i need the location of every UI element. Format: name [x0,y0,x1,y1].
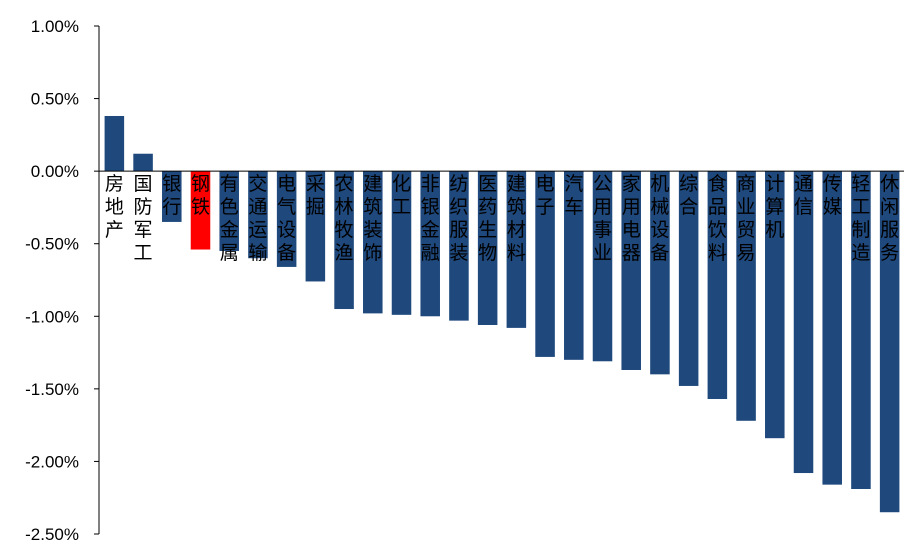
x-category-label: 综合 [679,173,698,218]
bar-14 [477,171,498,325]
x-category-label: 化工 [392,173,411,218]
category-labels: 房地产国防军工银行钢铁有色金属交通运输电气设备采掘农林牧渔建筑装饰化工非银金融纺… [105,173,899,264]
x-category-label: 国防军工 [134,173,153,264]
bar-23 [736,171,756,421]
x-category-label: 通信 [794,173,813,218]
bar-15 [506,171,527,328]
x-category-label: 电子 [536,173,555,218]
x-category-label: 公用事业 [593,173,612,264]
bar-21 [678,171,699,386]
x-category-label: 家用电器 [622,173,641,264]
x-category-label: 非银金融 [421,173,440,264]
x-category-label: 机械设备 [650,173,669,264]
x-category-label: 轻工制造 [851,173,870,264]
x-category-label: 采掘 [306,173,325,218]
y-tick-label: -2.50% [25,525,79,542]
bar-12 [420,171,440,317]
y-axis: 1.00% 0.50% 0.00% -0.50% -1.00% -1.50% -2.00% -… [25,17,100,542]
x-category-label: 医药生物 [478,173,497,264]
x-category-label: 建筑装饰 [363,173,382,264]
bar-4 [190,171,211,250]
bar-7 [276,171,297,267]
bar-22 [707,171,728,400]
x-category-label: 有色金属 [220,173,239,264]
x-category-label: 纺织服装 [449,173,468,264]
bar-17 [564,171,584,360]
x-category-label: 房地产 [105,173,124,241]
y-tick-label: -2.00% [25,452,79,471]
bar-28 [879,171,900,513]
bar-27 [851,171,871,489]
bar-3 [162,171,182,222]
bar-26 [822,171,842,485]
x-category-label: 汽车 [564,173,583,218]
bar-5 [219,171,239,251]
x-category-label: 交通运输 [248,173,267,264]
y-tick-label: -0.50% [25,235,79,254]
bar-9 [334,171,354,310]
bar-2 [133,153,153,172]
bar-8 [305,171,326,282]
y-tick-label: 1.00% [31,17,79,36]
bar-20 [650,171,670,375]
bar-1 [104,115,125,172]
x-category-label: 农林牧渔 [335,173,354,264]
bar-13 [449,171,469,321]
bar-25 [793,171,814,474]
x-category-label: 银行 [162,173,181,218]
y-tick-label: -1.50% [25,380,79,399]
x-category-label: 传媒 [823,173,842,218]
x-category-label: 休闲服务 [880,173,899,264]
bar-16 [535,171,555,357]
x-category-label: 钢铁 [191,173,210,218]
x-category-label: 电气设备 [277,173,296,264]
bar-11 [391,171,412,315]
x-category-label: 计算机 [765,173,784,241]
bars-group [104,115,900,513]
x-category-label: 商业贸易 [737,173,756,264]
bar-18 [592,171,613,362]
y-tick-label: 0.00% [31,162,79,181]
x-category-label: 食品饮料 [708,173,727,264]
bar-10 [363,171,383,314]
bar-6 [248,171,268,259]
bar-24 [765,171,785,439]
bar-19 [621,171,641,370]
x-category-label: 建筑材料 [507,173,526,264]
y-tick-label: -1.00% [25,307,79,326]
y-tick-label: 0.50% [31,90,79,109]
